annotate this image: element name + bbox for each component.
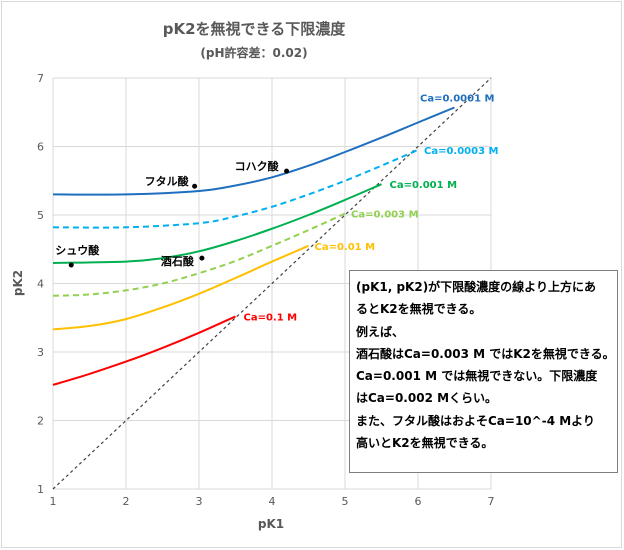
acid-point-label: フタル酸: [145, 174, 190, 188]
series-line: [52, 315, 236, 386]
tick-labels: 1 2 3 4 5 6 7 1 2 3 4 5 6 7: [37, 72, 495, 508]
acid-point: [192, 183, 198, 189]
acid-point: [199, 255, 205, 261]
series-label: Ca=0.003 M: [351, 210, 419, 221]
series-label: Ca=0.1 M: [244, 312, 298, 323]
x-tick-label: 1: [50, 495, 57, 508]
acid-point-label: 酒石酸: [161, 254, 195, 268]
acid-point: [284, 168, 290, 174]
note-line: 酒石酸はCa=0.003 M ではK2を無視できる。: [356, 346, 615, 361]
y-tick-label: 5: [37, 209, 44, 222]
note-line: 例えば、: [356, 324, 405, 339]
note-line: はCa=0.002 Mくらい。: [356, 391, 498, 406]
acid-point-label: シュウ酸: [55, 243, 100, 257]
series-line: [52, 212, 346, 297]
y-tick-label: 3: [37, 346, 44, 359]
series-line: [52, 183, 382, 264]
series-label: Ca=0.0001 M: [420, 93, 495, 104]
y-axis-label: pK2: [11, 270, 25, 296]
annotation-note: (pK1, pK2)が下限酸濃度の線より上方にあ るとK2を無視できる。 例えば…: [349, 270, 618, 473]
acid-point-label: コハク酸: [235, 159, 280, 173]
y-tick-label: 6: [37, 141, 44, 154]
x-axis-label: pK1: [258, 517, 284, 531]
series-labels: Ca=0.0001 M Ca=0.0003 M Ca=0.001 M Ca=0.003…: [244, 93, 499, 323]
series-label: Ca=0.01 M: [315, 242, 376, 253]
x-tick-label: 3: [196, 495, 203, 508]
x-tick-label: 5: [342, 495, 349, 508]
series-lines: [52, 77, 492, 490]
chart-subtitle: (pH許容差：0.02): [200, 45, 307, 60]
series-label: Ca=0.001 M: [390, 180, 458, 191]
series-label: Ca=0.0003 M: [424, 146, 499, 157]
note-line: (pK1, pK2)が下限酸濃度の線より上方にあ: [356, 280, 596, 294]
diagonal-line: [52, 77, 492, 490]
y-tick-label: 2: [37, 415, 44, 428]
y-tick-label: 4: [37, 278, 44, 291]
series-line: [52, 148, 419, 229]
note-line: 高いとK2を無視できる。: [356, 436, 494, 451]
note-line: るとK2を無視できる。: [356, 302, 482, 317]
x-tick-label: 2: [123, 495, 130, 508]
x-tick-label: 7: [488, 495, 495, 508]
y-tick-label: 7: [37, 72, 44, 85]
y-tick-label: 1: [37, 483, 44, 496]
note-line: また、フタル酸はおよそCa=10^-4 Mより: [356, 413, 595, 428]
note-line: Ca=0.001 M では無視できない。下限濃度: [356, 369, 598, 384]
x-tick-label: 6: [415, 495, 422, 508]
x-tick-label: 4: [269, 495, 276, 508]
series-line: [52, 244, 309, 331]
acid-point: [68, 262, 74, 268]
chart-title: pK2を無視できる下限濃度: [163, 20, 346, 38]
